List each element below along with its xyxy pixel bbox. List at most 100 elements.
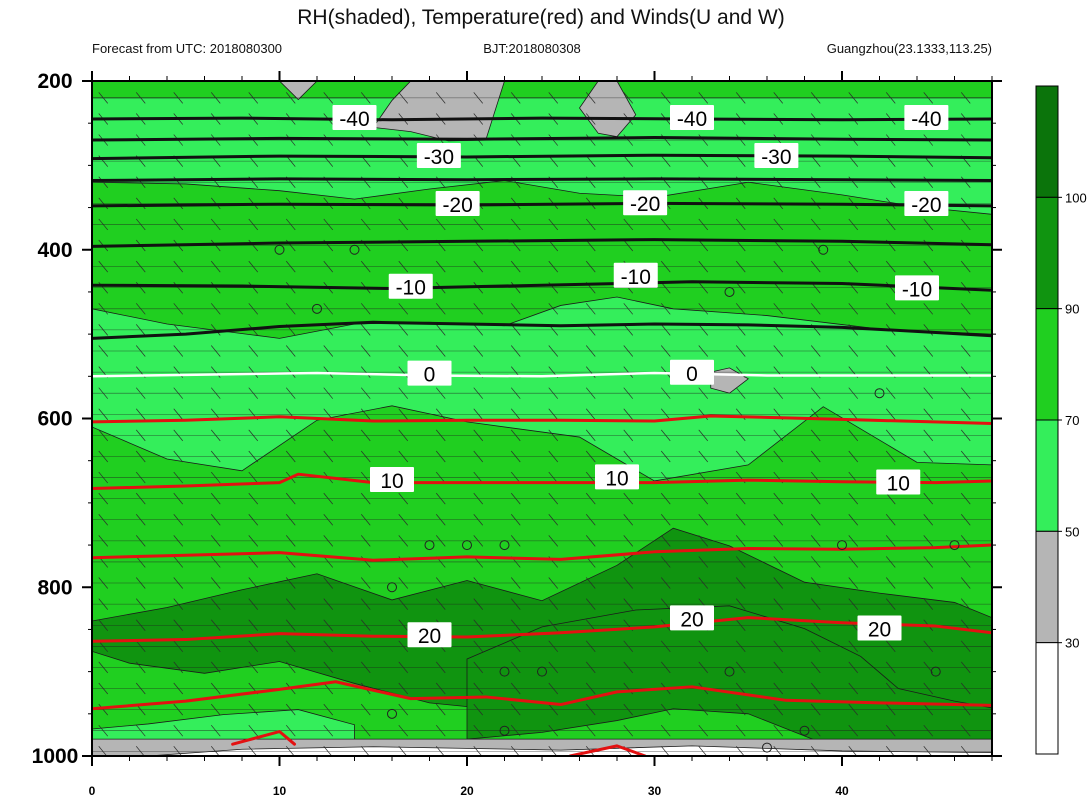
wind-barb (510, 408, 521, 421)
wind-barb (173, 640, 184, 653)
calm-wind-marker (274, 244, 285, 255)
wind-barb (435, 535, 446, 547)
x-tick-label: 40 (835, 784, 849, 798)
wind-barb (210, 492, 221, 505)
wind-barb (98, 408, 109, 421)
wind-barb (735, 598, 746, 610)
wind-barb (960, 598, 971, 610)
wind-barb (810, 556, 821, 568)
calm-wind-marker (762, 742, 772, 753)
wind-barb (473, 408, 484, 421)
wind-barb (510, 492, 521, 505)
wind-barb (510, 281, 521, 294)
wind-barb (473, 345, 484, 357)
wind-barb (398, 429, 409, 442)
wind-barb (735, 429, 746, 442)
wind-barb (660, 345, 671, 357)
wind-barb (660, 661, 671, 674)
wind-barb (98, 303, 109, 315)
wind-barb (360, 345, 371, 357)
wind-barb (323, 619, 334, 631)
wind-barb (885, 492, 896, 505)
wind-barb (398, 408, 409, 421)
temperature-label-text: 0 (424, 364, 436, 387)
wind-barb (173, 471, 184, 484)
wind-barb (735, 724, 746, 737)
wind-barb (585, 408, 596, 421)
temperature-contour-minus-25 (92, 177, 992, 183)
temperature-layer (92, 116, 992, 756)
wind-barb (585, 682, 596, 695)
wind-barb (98, 92, 109, 104)
wind-barb (660, 535, 671, 547)
temperature-label: 10 (595, 464, 639, 490)
wind-barb (398, 92, 409, 104)
wind-barb (323, 324, 334, 336)
wind-barb (848, 724, 859, 737)
wind-barb (135, 556, 146, 568)
wind-barb (923, 218, 934, 231)
wind-barb (660, 408, 671, 421)
temperature-contour-30 (231, 730, 296, 746)
wind-barb (585, 535, 596, 547)
wind-barb (473, 703, 484, 716)
temperature-label-text: 10 (380, 470, 403, 493)
wind-barb (210, 345, 221, 357)
wind-barb (98, 429, 109, 442)
wind-barb (698, 556, 709, 568)
wind-barb (473, 514, 484, 526)
wind-barb (585, 260, 596, 273)
wind-barb (848, 303, 859, 315)
wind-barb (810, 703, 821, 716)
wind-barb (360, 535, 371, 547)
wind-barb (623, 366, 634, 378)
wind-barb (398, 640, 409, 653)
wind-barb (923, 514, 934, 526)
temperature-label-box (754, 142, 799, 168)
wind-barb (623, 556, 634, 568)
y-tick-label: 600 (37, 408, 72, 431)
colorbar-segment (1035, 308, 1059, 421)
wind-barb (135, 661, 146, 674)
wind-barb (885, 598, 896, 610)
wind-barb (135, 450, 146, 463)
colorbar: 100 90 70 50 30 (1035, 85, 1087, 755)
temperature-label-box (904, 104, 949, 130)
wind-barb (285, 556, 296, 568)
wind-barb (98, 703, 109, 716)
wind-barb (398, 577, 409, 589)
temperature-label: -10 (613, 262, 658, 289)
wind-barb (173, 408, 184, 421)
x-tick-label: 0 (89, 784, 96, 798)
wind-barb (323, 260, 334, 273)
wind-barb (848, 450, 859, 463)
wind-barb (548, 703, 559, 716)
wind-barb (548, 619, 559, 631)
wind-barb (623, 640, 634, 653)
y-tick-label: 400 (37, 239, 72, 262)
wind-barb (323, 450, 334, 463)
wind-barb (960, 556, 971, 568)
wind-barb (923, 92, 934, 104)
wind-barb (248, 661, 259, 674)
temperature-contour-minus-30 (92, 153, 992, 161)
y-tick-label: 1000 (32, 745, 79, 768)
wind-barb (98, 450, 109, 463)
wind-barb (848, 535, 859, 547)
wind-barb (698, 239, 709, 252)
wind-barb (173, 661, 184, 674)
wind-barb (435, 450, 446, 463)
wind-barb (360, 303, 371, 315)
wind-barb (548, 682, 559, 695)
wind-barb (960, 682, 971, 695)
wind-barb (773, 535, 784, 547)
wind-barb (210, 724, 221, 737)
wind-barb (248, 703, 259, 716)
wind-barb (398, 598, 409, 610)
wind-barb (135, 176, 146, 188)
wind-barb (810, 492, 821, 505)
wind-barb (435, 218, 446, 231)
wind-barb (173, 703, 184, 716)
wind-barb (210, 535, 221, 547)
wind-barb (548, 429, 559, 442)
